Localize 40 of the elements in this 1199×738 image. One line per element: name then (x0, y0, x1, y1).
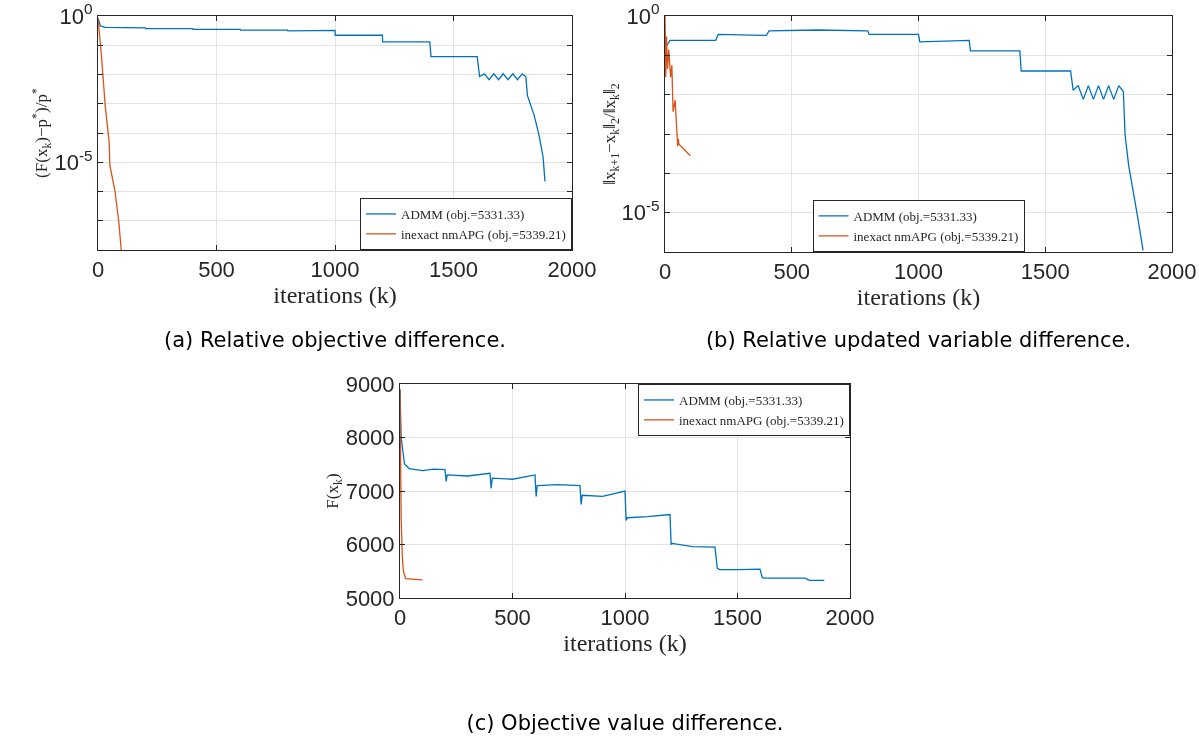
x-tick-label: 1000 (894, 259, 943, 285)
x-tick-label: 1500 (1020, 259, 1070, 285)
x-tick-label: 2000 (825, 605, 875, 631)
y-tick-label: 8000 (345, 425, 395, 451)
legend-label: inexact nmAPG (obj.=5339.21) (401, 226, 566, 242)
x-tick-label: 500 (773, 259, 811, 285)
y-tick-label: 5000 (345, 585, 395, 611)
text: (a) Relative objective difference. (164, 328, 506, 352)
line-series (665, 29, 1144, 252)
x-tick-label: 2000 (547, 257, 597, 283)
text: (b) Relative updated variable difference. (705, 328, 1132, 352)
x-tick-label: 2000 (1147, 259, 1197, 285)
legend-label: ADMM (obj.=5331.33) (853, 209, 977, 225)
x-tick-label: 1000 (600, 605, 650, 631)
line-series (98, 17, 122, 250)
line-series (665, 16, 691, 157)
y-tick-label: 10$^{0}$ (626, 0, 660, 29)
legend-label: inexact nmAPG (obj.=5339.21) (679, 412, 844, 428)
x-tick-label: 0 (91, 257, 105, 283)
y-tick-label: 9000 (345, 371, 395, 397)
text: (c) Objective value difference. (466, 711, 784, 735)
legend-label: ADMM (obj.=5331.33) (401, 207, 525, 223)
legend-label: inexact nmAPG (obj.=5339.21) (853, 228, 1019, 244)
y-tick-label: 10$^{-5}$ (621, 197, 660, 226)
x-axis-title: iterations (k) (273, 282, 397, 309)
x-tick-label: 1500 (713, 605, 762, 631)
x-tick-label: 500 (198, 257, 235, 283)
x-axis-title: iterations (k) (856, 284, 981, 311)
x-tick-label: 1500 (429, 257, 478, 283)
x-tick-label: 1000 (310, 257, 360, 283)
y-tick-label: 10$^{0}$ (59, 0, 93, 29)
x-tick-label: 0 (658, 259, 672, 285)
y-tick-label: 7000 (345, 478, 395, 504)
line-series (400, 388, 424, 581)
x-axis-title: iterations (k) (563, 630, 687, 657)
legend-label: ADMM (obj.=5331.33) (679, 393, 803, 409)
y-tick-label: 10$^{-5}$ (54, 146, 93, 175)
x-tick-label: 0 (393, 605, 407, 631)
y-tick-label: 6000 (345, 532, 395, 558)
x-tick-label: 500 (494, 605, 531, 631)
